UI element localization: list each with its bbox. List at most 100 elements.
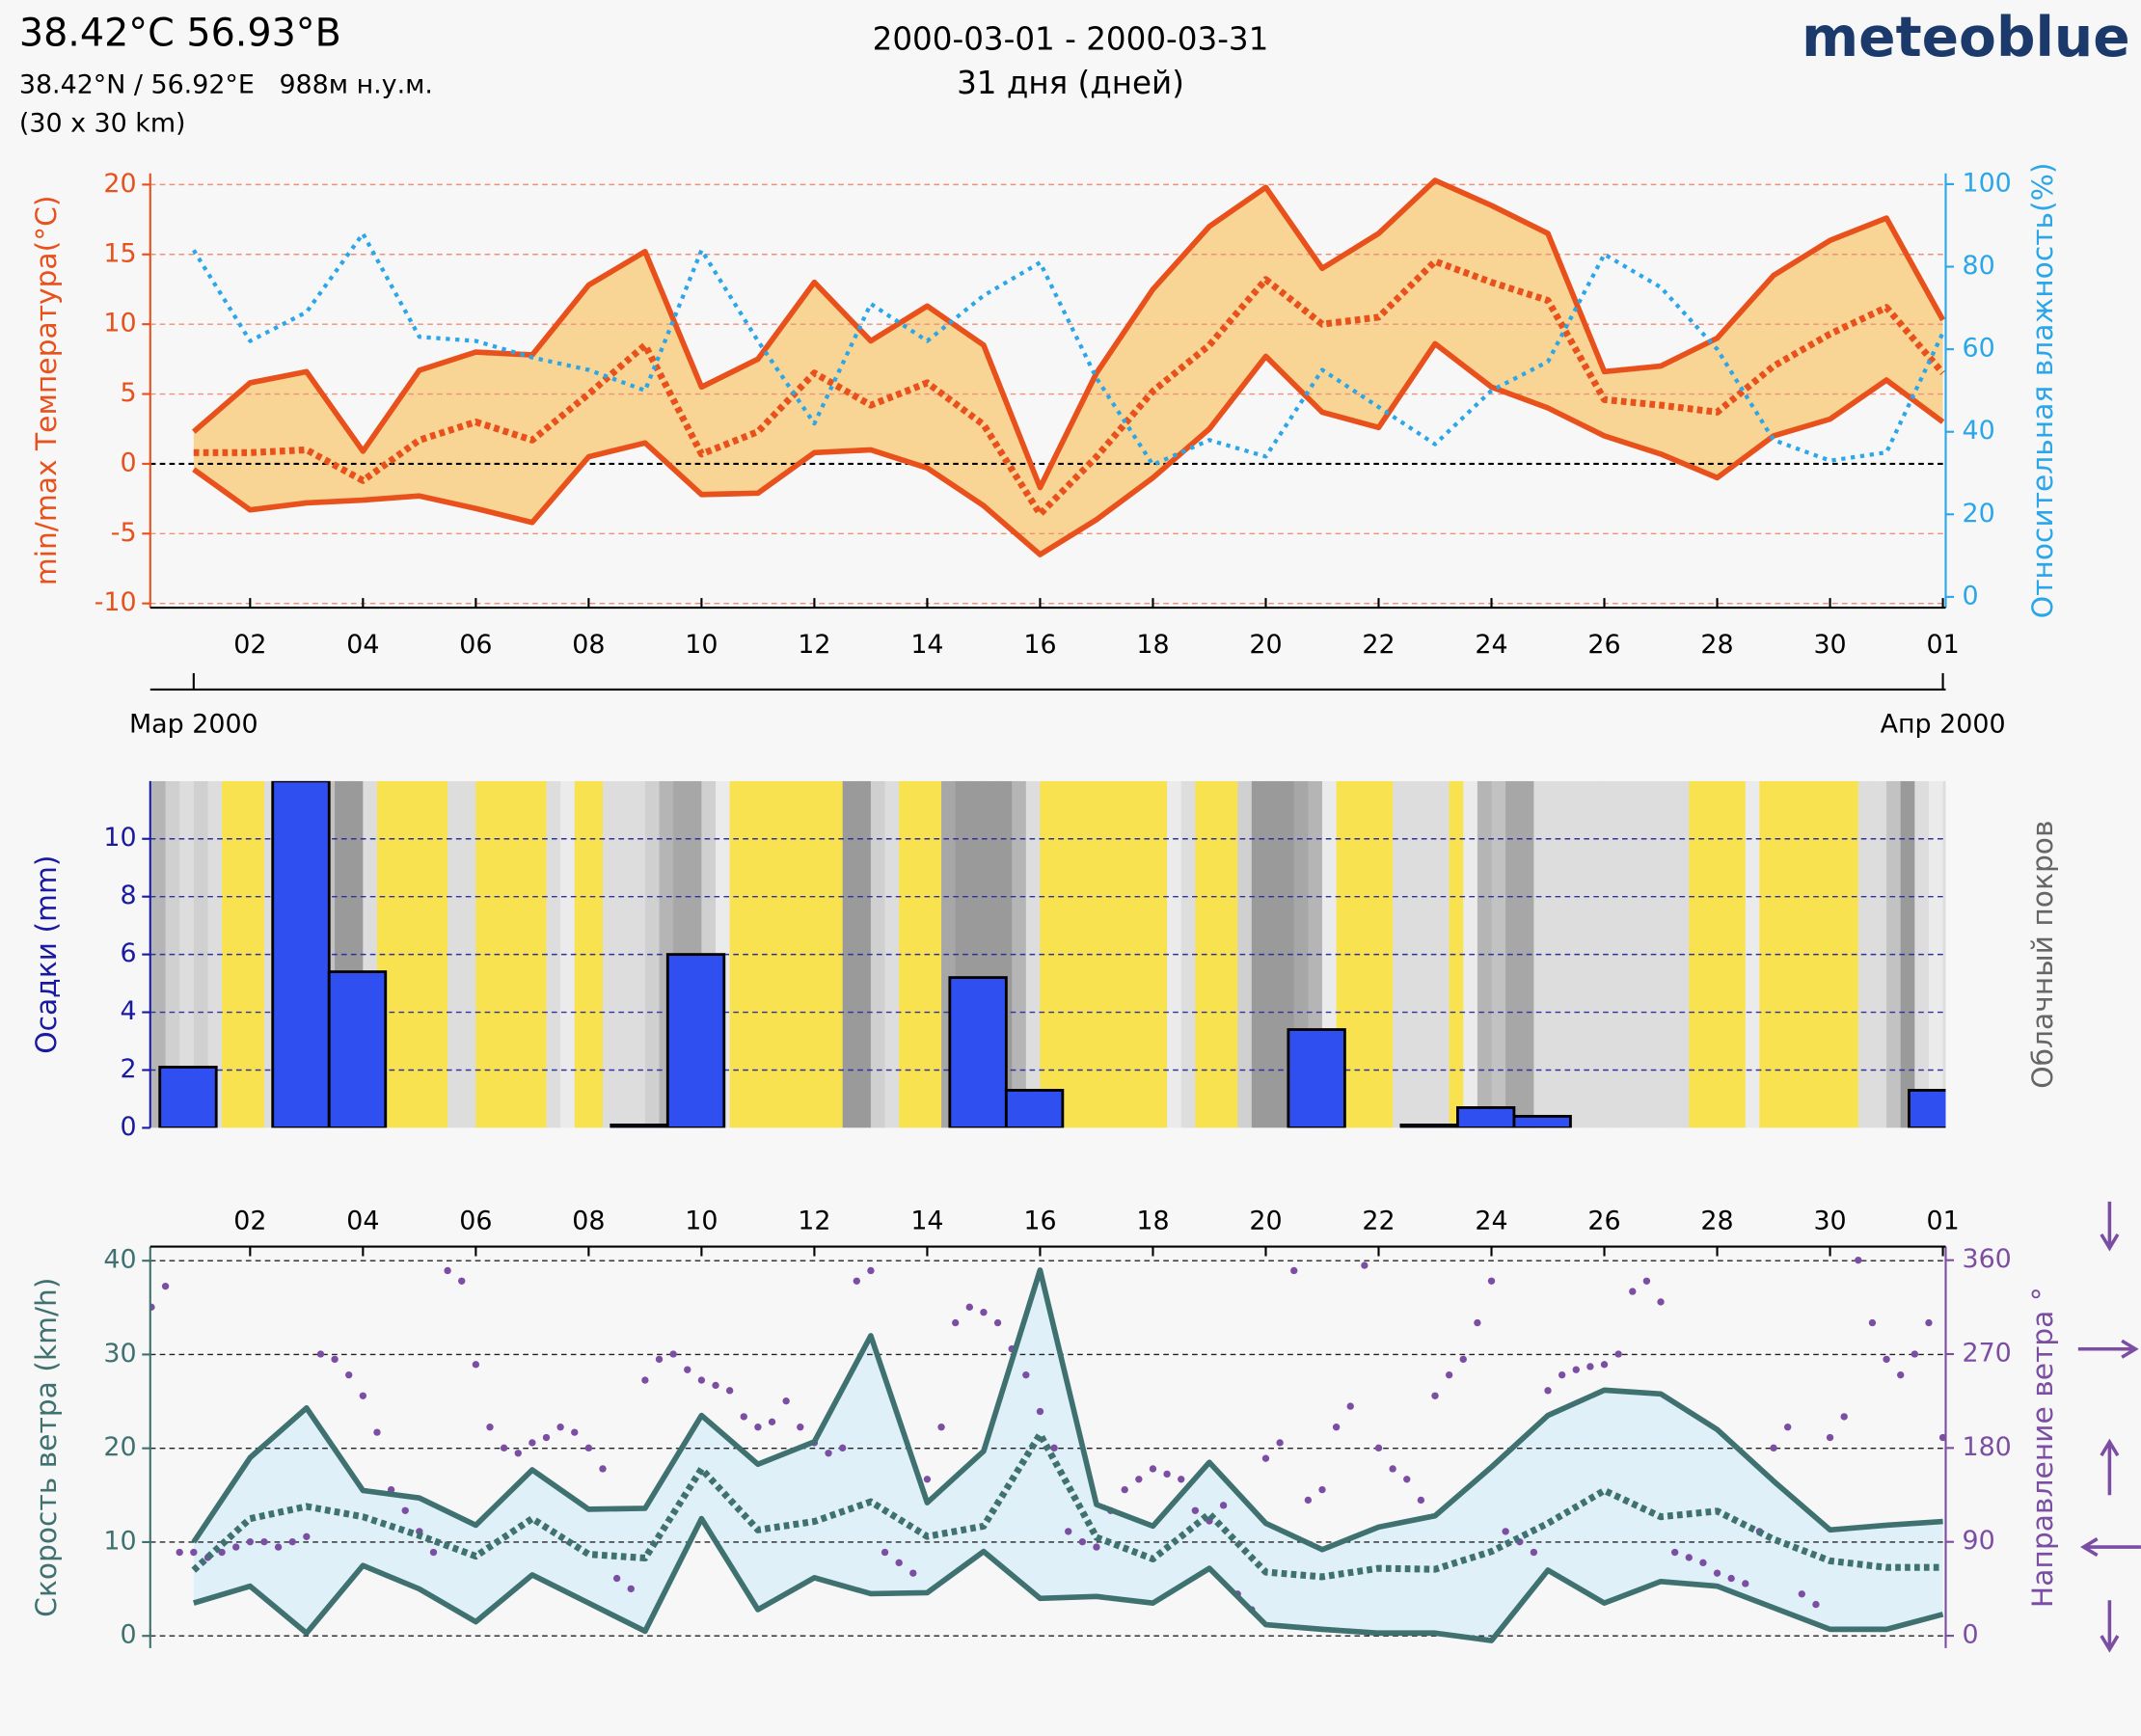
bar	[1399, 1124, 1459, 1128]
direction-dot	[782, 1397, 790, 1405]
cloud-cover	[1152, 780, 1168, 1128]
direction-dot	[288, 1538, 296, 1546]
cloud-cover	[419, 780, 435, 1128]
direction-dot	[712, 1381, 719, 1390]
cloud-cover	[1745, 780, 1761, 1128]
direction-dot	[1219, 1502, 1228, 1509]
x-tick-label: 02	[233, 630, 266, 660]
direction-dot	[937, 1424, 945, 1431]
direction-icons	[2077, 1201, 2141, 1653]
cloud-cover	[1689, 780, 1704, 1128]
direction-dot	[149, 1303, 155, 1312]
direction-dot	[1318, 1485, 1326, 1494]
bar	[665, 953, 726, 1128]
cloud-cover	[1802, 780, 1817, 1128]
direction-dot	[1078, 1538, 1087, 1546]
y-tick-label: 4	[121, 996, 137, 1026]
x-tick-label: 04	[346, 630, 379, 660]
y-tick-label: 20	[103, 1432, 136, 1462]
direction-dot	[1403, 1476, 1411, 1483]
direction-dot	[1487, 1277, 1496, 1285]
direction-dot	[274, 1543, 283, 1551]
grid-layer	[149, 838, 1946, 1071]
panel: 0 2 4 6 8 10 Осадки (mm) Облачный покров	[30, 780, 2060, 1142]
y-tick-label: 0	[121, 448, 137, 477]
direction-dot	[1389, 1465, 1396, 1473]
y-tick-label: 15	[103, 238, 136, 268]
y2-tick-label: 40	[1962, 416, 1994, 446]
y-tick-label: -5	[111, 518, 137, 548]
direction-dot	[1868, 1318, 1877, 1327]
y-tick-label: -10	[95, 587, 137, 617]
direction-dot	[1417, 1496, 1425, 1505]
direction-dot	[669, 1350, 677, 1358]
direction-dot	[1685, 1554, 1693, 1561]
direction-dot	[190, 1548, 198, 1557]
direction-dot	[1614, 1350, 1622, 1358]
direction-dot	[359, 1392, 367, 1399]
direction-dot	[1121, 1485, 1128, 1494]
x-tick-label: 28	[1700, 1207, 1733, 1236]
direction-dot	[1826, 1433, 1834, 1442]
direction-dot	[1332, 1424, 1341, 1431]
band	[193, 1269, 1943, 1641]
direction-dot	[725, 1387, 734, 1395]
resolution: (30 x 30 km)	[19, 108, 186, 138]
x-tick-label: 16	[1023, 1207, 1056, 1236]
y2-tick-label: 20	[1962, 499, 1994, 529]
direction-dot	[1586, 1363, 1594, 1370]
bar	[327, 970, 388, 1128]
direction-dot	[754, 1424, 762, 1431]
direction-dot	[909, 1569, 917, 1577]
direction-dot	[1502, 1528, 1509, 1535]
y-axis-label: Скорость ветра (km/h)	[30, 1278, 64, 1617]
direction-dot	[1022, 1370, 1030, 1379]
direction-dot	[1290, 1266, 1298, 1275]
x-tick-label: 28	[1700, 630, 1733, 660]
direction-dot	[1445, 1370, 1453, 1379]
mean-line	[191, 1430, 1943, 1581]
arrow-left	[2080, 1537, 2141, 1558]
cloud-cover	[531, 780, 548, 1128]
direction-dot	[571, 1428, 579, 1436]
direction-dot	[1840, 1413, 1848, 1421]
y-tick-label: 8	[121, 881, 137, 910]
cloud-cover	[1872, 780, 1887, 1128]
day-count: 31 дня (дней)	[957, 65, 1184, 101]
x-tick-label: 24	[1475, 630, 1507, 660]
direction-dot	[895, 1559, 903, 1567]
data-layer	[149, 1256, 1946, 1643]
direction-dot	[797, 1424, 804, 1431]
bar	[610, 1124, 669, 1128]
direction-dot	[486, 1424, 494, 1431]
panel: -10 -5 0 5 10 15 20 0 20 40 60 80 100 02 04 06 08 10 12 14 1…	[30, 163, 2060, 740]
direction-dot	[528, 1439, 536, 1447]
cloud-cover	[856, 780, 872, 1128]
arrow-down	[2100, 1201, 2120, 1252]
direction-dot	[1784, 1424, 1792, 1431]
y2-tick-label: 80	[1962, 251, 1994, 281]
x-tick-label: 06	[459, 630, 492, 660]
cloud-cover	[1068, 780, 1084, 1128]
cloud-cover	[1040, 780, 1055, 1128]
direction-dot	[655, 1355, 664, 1364]
x-tick-label: 14	[910, 1207, 943, 1236]
cloud-cover	[475, 780, 491, 1128]
direction-dot	[1727, 1574, 1735, 1583]
bar	[1512, 1115, 1572, 1128]
y-tick-label: 0	[121, 1620, 137, 1650]
band	[193, 180, 1943, 556]
cloud-cover	[1477, 780, 1493, 1128]
x-tick-label: 08	[572, 1207, 605, 1236]
y-tick-label: 30	[103, 1339, 136, 1369]
direction-dot	[303, 1533, 311, 1540]
x-tick-label: 22	[1362, 1207, 1395, 1236]
cloud-cover	[179, 780, 195, 1128]
y-axis-label: Осадки (mm)	[30, 854, 64, 1053]
cloud-cover	[1449, 780, 1465, 1128]
cloud-cover	[1364, 780, 1380, 1128]
line	[191, 1267, 1943, 1553]
direction-dot	[1642, 1277, 1651, 1285]
grid-layer	[149, 1260, 1946, 1637]
bar	[1004, 1089, 1065, 1128]
